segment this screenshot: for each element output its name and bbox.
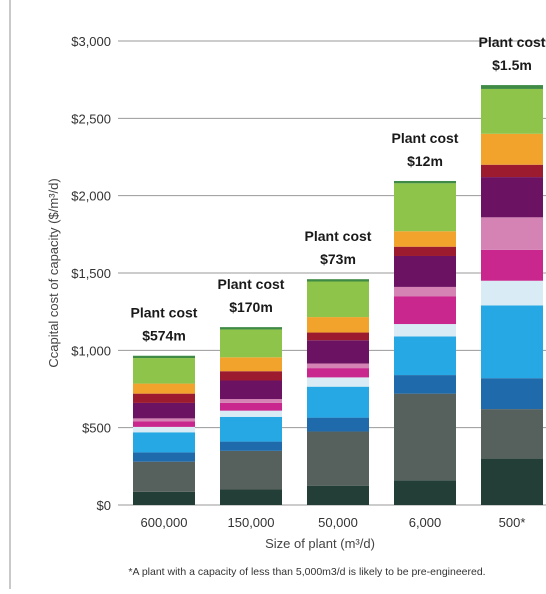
bar-segment <box>394 324 456 337</box>
bar-segment <box>394 231 456 247</box>
bar-segment <box>394 393 456 481</box>
y-tick-label: $2,000 <box>71 189 111 204</box>
bar-segment <box>307 317 369 333</box>
bar-segment <box>220 371 282 381</box>
bar-segment <box>481 88 543 134</box>
bar-segment <box>220 402 282 411</box>
bar-segment <box>481 280 543 306</box>
bar-segment <box>133 383 195 394</box>
bar-segment <box>394 246 456 256</box>
y-tick-label: $500 <box>82 421 111 436</box>
bar-segment <box>220 327 282 330</box>
y-tick-label: $1,500 <box>71 266 111 281</box>
plant-cost-value: $574m <box>142 328 186 344</box>
x-tick-label: 6,000 <box>409 515 442 530</box>
x-tick-label: 500* <box>499 515 526 530</box>
bar-segment <box>220 410 282 417</box>
plant-cost-label: Plant cost <box>305 228 372 244</box>
y-axis-label: Ccapital cost of capacity ($/m³/d) <box>46 178 61 367</box>
x-tick-label: 600,000 <box>141 515 188 530</box>
bar-segment <box>220 489 282 505</box>
y-tick-label: $1,000 <box>71 343 111 358</box>
bar-segment <box>133 491 195 505</box>
y-tick-label: $0 <box>97 498 111 513</box>
bar-segment <box>394 336 456 376</box>
bar-segment <box>133 461 195 492</box>
plant-cost-label: Plant cost <box>131 305 198 321</box>
bar-segment <box>394 180 456 184</box>
bar-segment <box>307 332 369 341</box>
left-border <box>9 0 11 589</box>
bar-segment <box>481 164 543 178</box>
y-tick-label: $3,000 <box>71 34 111 49</box>
bar-segment <box>481 378 543 410</box>
plant-cost-label: Plant cost <box>218 276 285 292</box>
bar-segment <box>133 432 195 453</box>
bar-segment <box>307 279 369 282</box>
bar-segment <box>220 441 282 451</box>
bar-segment <box>220 329 282 358</box>
bar-segment <box>307 386 369 418</box>
bar-segment <box>394 183 456 232</box>
bar-segment <box>394 286 456 297</box>
bar-segment <box>133 452 195 462</box>
bar-segment <box>481 177 543 218</box>
footnote: *A plant with a capacity of less than 5,… <box>128 566 485 578</box>
bar-segment <box>220 416 282 442</box>
plant-cost-value: $1.5m <box>492 57 532 73</box>
bar-segment <box>307 281 369 318</box>
bar-segment <box>307 340 369 364</box>
bar-segment <box>307 368 369 378</box>
bar-segment <box>307 377 369 387</box>
bar-segment <box>307 431 369 486</box>
bar-segment <box>481 217 543 250</box>
bar-segment <box>307 363 369 369</box>
bar-segment <box>394 296 456 325</box>
x-tick-label: 50,000 <box>318 515 358 530</box>
y-tick-label: $2,500 <box>71 111 111 126</box>
bar-segment <box>307 485 369 505</box>
plant-cost-value: $12m <box>407 153 443 169</box>
bar-segment <box>220 357 282 372</box>
plant-cost-label: Plant cost <box>392 130 459 146</box>
bar-segment <box>394 480 456 505</box>
bar-segment <box>133 421 195 427</box>
x-axis-label: Size of plant (m³/d) <box>265 536 375 551</box>
bar-segment <box>133 393 195 403</box>
bar-segment <box>481 409 543 459</box>
bar-segment <box>394 255 456 287</box>
bar-segment <box>481 458 543 505</box>
plant-cost-value: $170m <box>229 299 273 315</box>
bar-segment <box>220 399 282 403</box>
bar-segment <box>220 450 282 490</box>
bar-segment <box>133 358 195 384</box>
bar-segment <box>220 380 282 400</box>
plant-cost-value: $73m <box>320 251 356 267</box>
bar-segment <box>133 418 195 422</box>
bar-segment <box>133 402 195 419</box>
bar-segment <box>481 249 543 281</box>
bar-segment <box>307 417 369 432</box>
bar-segment <box>133 355 195 359</box>
bar-segment <box>481 305 543 379</box>
bar-segment <box>394 375 456 394</box>
plant-cost-label: Plant cost <box>479 34 546 50</box>
x-tick-label: 150,000 <box>228 515 275 530</box>
bar-segment <box>133 426 195 433</box>
bar-segment <box>481 85 543 89</box>
bar-segment <box>481 133 543 165</box>
